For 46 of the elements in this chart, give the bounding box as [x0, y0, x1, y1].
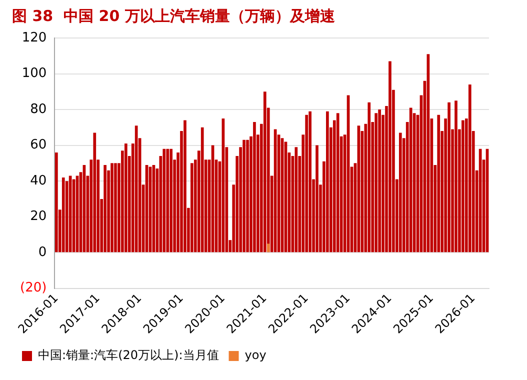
bar — [162, 148, 166, 252]
bar — [246, 140, 249, 252]
bar — [388, 61, 392, 252]
y-tick-label: 20 — [30, 209, 47, 224]
bar — [308, 111, 312, 252]
bar — [305, 114, 308, 252]
y-tick-label: 80 — [30, 102, 47, 117]
bar — [294, 147, 298, 252]
bar — [437, 114, 440, 252]
bar — [134, 126, 138, 252]
bar — [253, 122, 256, 252]
y-tick-label: 60 — [30, 138, 47, 153]
bar — [104, 164, 106, 252]
bar — [55, 152, 58, 252]
y-tick-label: 120 — [22, 30, 47, 46]
y-tick-label: (20) — [20, 280, 47, 296]
bar — [190, 163, 194, 252]
bar — [62, 177, 65, 252]
bar — [454, 100, 458, 252]
y-tick-label: 40 — [30, 173, 47, 188]
bar — [170, 148, 173, 252]
bar — [114, 163, 117, 252]
y-tick-label: 0 — [38, 244, 47, 260]
bar — [166, 148, 170, 252]
bar — [368, 102, 371, 252]
bar — [200, 127, 204, 252]
bar — [110, 163, 114, 252]
bar — [336, 113, 340, 252]
bar — [374, 113, 378, 252]
bar — [93, 132, 96, 252]
bar — [398, 132, 402, 252]
bar — [468, 84, 472, 252]
bar — [378, 110, 381, 252]
legend-label: yoy — [244, 348, 266, 362]
bar — [316, 145, 318, 252]
bar — [462, 120, 464, 252]
legend-label: 中国:销量:汽车(20万以上):当月值 — [38, 348, 219, 362]
bar — [448, 102, 450, 252]
bar — [263, 92, 266, 252]
bar — [266, 244, 270, 252]
y-tick-label: 100 — [22, 66, 47, 82]
bar — [326, 111, 329, 252]
bar — [184, 120, 186, 252]
chart-title: 图 38 中国 20 万以上汽车销量（万辆）及增速 — [12, 6, 336, 25]
bar — [242, 140, 246, 252]
bar — [124, 144, 128, 252]
